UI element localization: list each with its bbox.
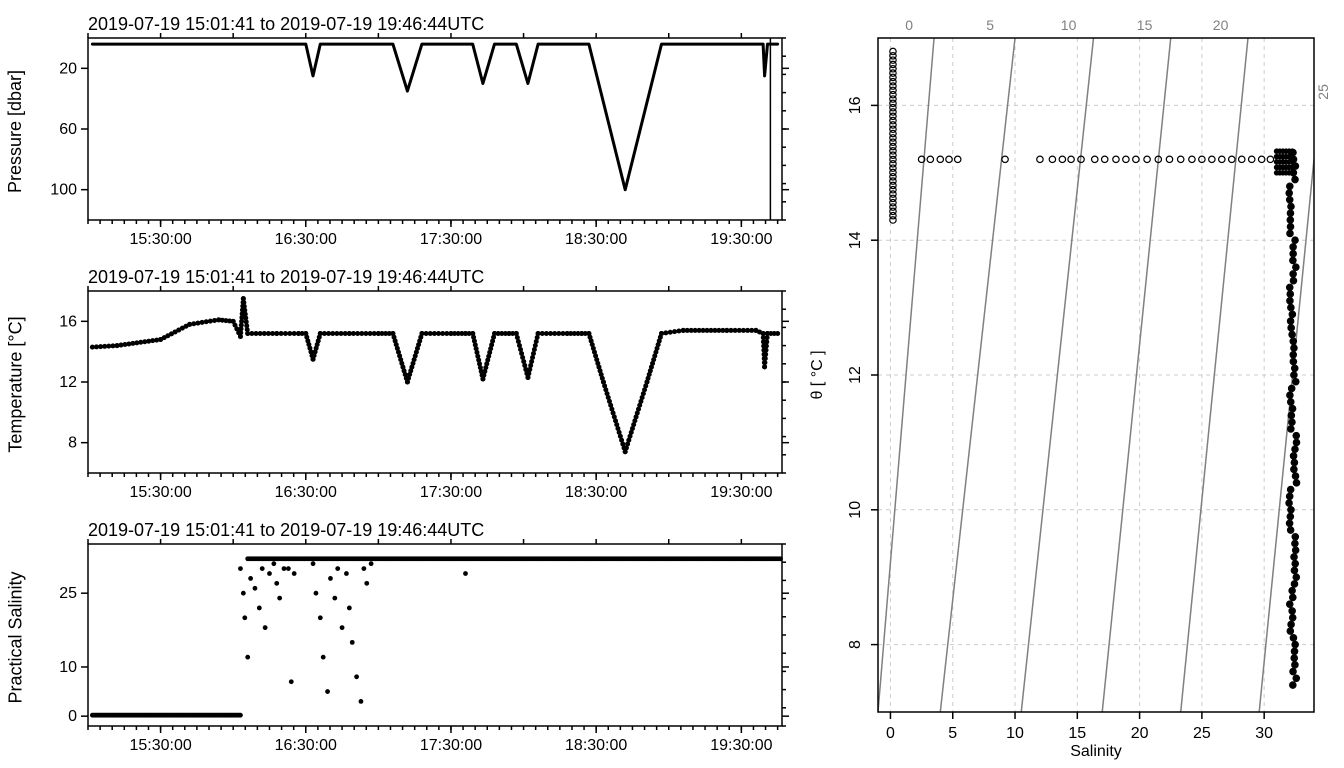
svg-text:20: 20 — [59, 60, 77, 77]
pressure-plot: 2019-07-19 15:01:41 to 2019-07-19 19:46:… — [28, 8, 800, 254]
svg-text:16: 16 — [847, 96, 864, 114]
svg-text:25: 25 — [1193, 725, 1211, 742]
svg-text:15:30:00: 15:30:00 — [129, 484, 191, 501]
svg-text:8: 8 — [847, 640, 864, 649]
salinity-plot: 2019-07-19 15:01:41 to 2019-07-19 19:46:… — [28, 514, 800, 760]
svg-text:15:30:00: 15:30:00 — [129, 737, 191, 754]
svg-text:Salinity: Salinity — [1070, 743, 1122, 760]
salinity-panel: Practical Salinity 2019-07-19 15:01:41 t… — [4, 514, 796, 760]
svg-text:20: 20 — [1213, 17, 1229, 33]
svg-text:10: 10 — [1061, 17, 1077, 33]
pressure-panel: Pressure [dbar] 2019-07-19 15:01:41 to 2… — [4, 8, 796, 254]
ts-diagram-column: 0 5 10 15 20 25 30 8 10 12 14 16 0 5 10 15 20 25 Salinity θ… — [800, 0, 1344, 768]
svg-text:10: 10 — [59, 659, 77, 676]
svg-text:2019-07-19 15:01:41 to 2019-07: 2019-07-19 15:01:41 to 2019-07-19 19:46:… — [88, 267, 484, 287]
svg-text:19:30:00: 19:30:00 — [710, 737, 772, 754]
svg-text:15:30:00: 15:30:00 — [129, 231, 191, 248]
svg-text:18:30:00: 18:30:00 — [565, 737, 627, 754]
svg-text:16: 16 — [59, 313, 77, 330]
svg-text:2019-07-19 15:01:41 to 2019-07: 2019-07-19 15:01:41 to 2019-07-19 19:46:… — [88, 520, 484, 540]
svg-text:10: 10 — [847, 501, 864, 519]
svg-text:0: 0 — [68, 708, 77, 725]
pressure-ylabel: Pressure [dbar] — [6, 69, 27, 192]
svg-text:60: 60 — [59, 121, 77, 138]
svg-text:5: 5 — [948, 725, 957, 742]
svg-text:18:30:00: 18:30:00 — [565, 231, 627, 248]
svg-text:θ [ °C ]: θ [ °C ] — [809, 350, 826, 399]
svg-text:17:30:00: 17:30:00 — [420, 231, 482, 248]
svg-text:15: 15 — [1137, 17, 1153, 33]
svg-text:17:30:00: 17:30:00 — [420, 484, 482, 501]
svg-text:17:30:00: 17:30:00 — [420, 737, 482, 754]
svg-text:16:30:00: 16:30:00 — [275, 484, 337, 501]
svg-text:0: 0 — [886, 725, 895, 742]
svg-text:0: 0 — [905, 17, 913, 33]
temperature-panel: Temperature [°C] 2019-07-19 15:01:41 to … — [4, 261, 796, 507]
svg-text:19:30:00: 19:30:00 — [710, 231, 772, 248]
svg-text:16:30:00: 16:30:00 — [275, 231, 337, 248]
temperature-ylabel: Temperature [°C] — [6, 316, 27, 452]
svg-text:16:30:00: 16:30:00 — [275, 737, 337, 754]
timeseries-column: Pressure [dbar] 2019-07-19 15:01:41 to 2… — [0, 0, 800, 768]
svg-text:15: 15 — [1068, 725, 1086, 742]
salinity-ylabel: Practical Salinity — [6, 571, 27, 703]
svg-text:12: 12 — [847, 366, 864, 384]
svg-text:25: 25 — [1315, 84, 1331, 100]
svg-text:5: 5 — [986, 17, 994, 33]
svg-text:18:30:00: 18:30:00 — [565, 484, 627, 501]
svg-text:100: 100 — [50, 182, 77, 199]
svg-text:19:30:00: 19:30:00 — [710, 484, 772, 501]
ts-diagram: 0 5 10 15 20 25 30 8 10 12 14 16 0 5 10 15 20 25 Salinity θ… — [800, 0, 1344, 768]
temperature-plot: 2019-07-19 15:01:41 to 2019-07-19 19:46:… — [28, 261, 800, 507]
svg-text:25: 25 — [59, 585, 77, 602]
svg-text:30: 30 — [1255, 725, 1273, 742]
svg-text:12: 12 — [59, 374, 77, 391]
svg-text:20: 20 — [1131, 725, 1149, 742]
svg-text:10: 10 — [1006, 725, 1024, 742]
svg-text:14: 14 — [847, 231, 864, 249]
svg-text:8: 8 — [68, 435, 77, 452]
svg-text:2019-07-19 15:01:41 to 2019-07: 2019-07-19 15:01:41 to 2019-07-19 19:46:… — [88, 14, 484, 34]
